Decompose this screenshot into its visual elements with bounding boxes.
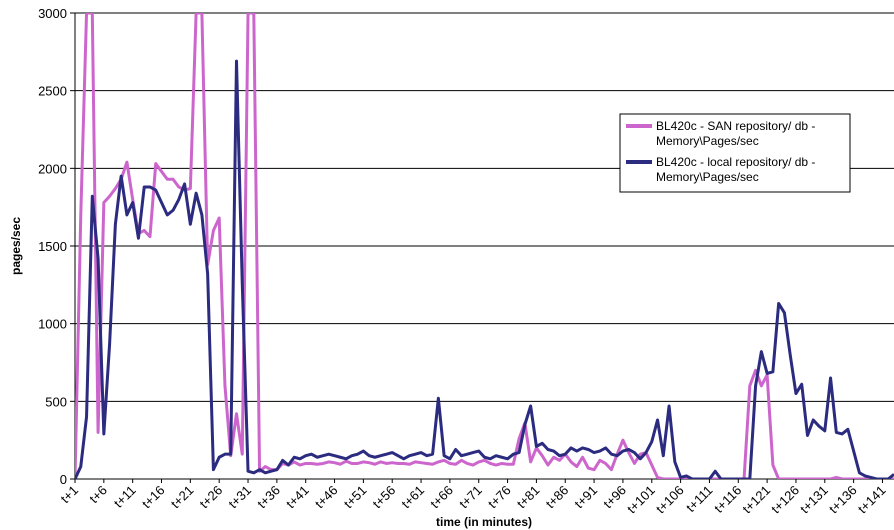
x-tick-label: t+106 (653, 483, 687, 517)
series-layer (75, 13, 894, 479)
x-tick-label: t+131 (797, 483, 831, 517)
x-tick-label: t+136 (826, 483, 860, 517)
x-tick-label: t+66 (427, 483, 456, 512)
x-tick-label: t+36 (254, 483, 283, 512)
y-axis: 0 500 1000 1500 2000 2500 3000 (38, 6, 76, 487)
x-tick-label: t+61 (398, 483, 427, 512)
x-tick-label: t+41 (283, 483, 312, 512)
x-tick-label: t+121 (739, 483, 773, 517)
x-tick-label: t+21 (168, 483, 197, 512)
x-tick-label: t+101 (624, 483, 658, 517)
x-tick-label: t+111 (683, 483, 716, 516)
x-tick-label: t+31 (225, 483, 254, 512)
x-tick-label: t+76 (485, 483, 514, 512)
legend-label-san: BL420c - SAN repository/ db -Memory\Page… (656, 119, 815, 148)
series-line-local (75, 59, 894, 479)
legend-label-local: BL420c - local repository/ db -Memory\Pa… (656, 155, 815, 184)
y-axis-title: pages/sec (9, 217, 23, 275)
legend-box (619, 113, 851, 193)
x-tick-label: t+81 (514, 483, 543, 512)
x-tick-label: t+51 (341, 483, 370, 512)
x-tick-label: t+46 (312, 483, 341, 512)
y-tick-label: 1000 (38, 317, 67, 332)
y-tick-label: 2500 (38, 84, 67, 99)
x-tick-label: t+26 (197, 483, 226, 512)
x-tick-label: t+86 (543, 483, 572, 512)
gridlines (75, 12, 894, 480)
x-tick-label: t+91 (571, 483, 600, 512)
x-axis: t+1 t+6 t+11 t+16 t+21 t+26 t+31 t+36 t+41 t+46 t+… (57, 479, 889, 517)
y-tick-label: 2000 (38, 161, 67, 176)
x-tick-label: t+56 (370, 483, 399, 512)
x-tick-label: t+6 (86, 483, 110, 507)
x-tick-label: t+11 (111, 483, 139, 511)
x-tick-label: t+71 (456, 483, 485, 512)
y-tick-label: 1500 (38, 239, 67, 254)
legend: BL420c - SAN repository/ db -Memory\Page… (619, 113, 851, 193)
y-tick-label: 3000 (38, 6, 67, 21)
x-tick-label: t+116 (711, 483, 744, 516)
x-axis-title: time (in minutes) (436, 515, 532, 529)
x-tick-label: t+16 (139, 483, 168, 512)
y-tick-label: 500 (45, 394, 67, 409)
x-tick-label: t+141 (855, 483, 889, 517)
y-tick-label: 0 (60, 472, 67, 487)
x-tick-label: t+126 (768, 483, 802, 517)
